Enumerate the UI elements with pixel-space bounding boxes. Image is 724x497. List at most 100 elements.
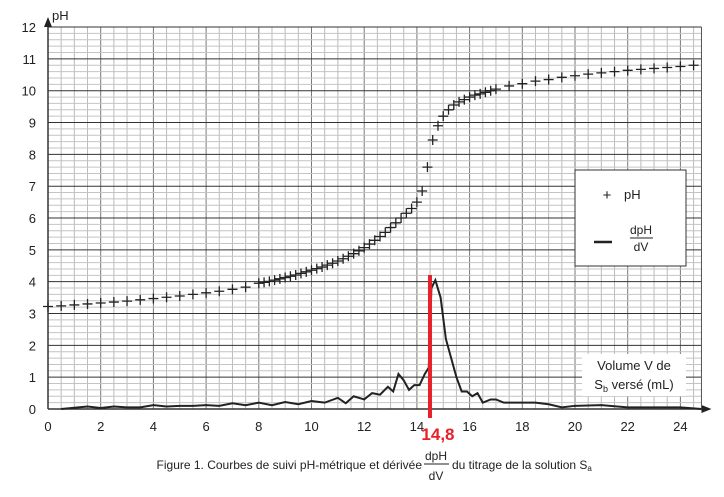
y-tick-label: 5 [29, 243, 36, 258]
y-tick-label: 3 [29, 307, 36, 322]
ph-point [448, 100, 459, 111]
x-tick-label: 0 [44, 419, 51, 434]
ph-point [187, 289, 198, 300]
x-tick-label: 14 [410, 419, 424, 434]
ph-point [69, 299, 80, 310]
x-tick-label: 18 [515, 419, 529, 434]
ph-point [338, 253, 349, 264]
ph-point [622, 65, 633, 76]
ph-point [504, 80, 515, 91]
ph-point [438, 111, 449, 122]
y-tick-label: 9 [29, 116, 36, 131]
y-tick-label: 10 [22, 84, 36, 99]
ph-point [285, 271, 296, 282]
y-tick-label: 4 [29, 275, 36, 290]
ph-point [280, 272, 291, 283]
ph-point [269, 275, 280, 286]
ph-point [427, 135, 438, 146]
legend: + pH dpH dV [574, 169, 687, 267]
y-tick-label: 6 [29, 211, 36, 226]
caption-frac-den: dV [429, 469, 444, 483]
ph-point [485, 85, 496, 96]
ph-point [649, 63, 660, 74]
equivalence-label: 14,8 [421, 425, 454, 444]
ph-point [675, 61, 686, 72]
ph-point [301, 266, 312, 277]
ph-point [343, 251, 354, 262]
y-tick-label: 12 [22, 20, 36, 35]
ph-point [583, 69, 594, 80]
ph-point [259, 277, 270, 288]
ph-point [201, 287, 212, 298]
ph-point [464, 92, 475, 103]
ph-point [459, 94, 470, 105]
ph-point [56, 300, 67, 311]
y-axis-arrow-icon [44, 17, 52, 28]
ph-point [295, 268, 306, 279]
ph-point [369, 235, 380, 246]
ph-point [635, 64, 646, 75]
caption-prefix: Figure 1. Courbes de suivi pH-métrique e… [157, 458, 423, 472]
caption-frac-num: dpH [425, 449, 447, 463]
derivative-line [61, 277, 702, 410]
ph-point [290, 269, 301, 280]
ph-point [82, 298, 93, 309]
ph-point [432, 120, 443, 131]
ph-point [364, 239, 375, 250]
y-tick-label: 0 [29, 402, 36, 417]
ph-point [380, 227, 391, 238]
ph-point [148, 293, 159, 304]
ph-point [422, 162, 433, 173]
grid [47, 26, 702, 410]
ph-point [454, 96, 465, 107]
ph-point [443, 104, 454, 115]
derivative-series [61, 277, 702, 410]
ph-point [688, 60, 699, 71]
y-tick-label: 1 [29, 370, 36, 385]
x-axis-label-line2: Sb versé (mL) [594, 377, 673, 394]
ph-point [43, 301, 53, 312]
ph-point [662, 62, 673, 73]
ph-point [490, 84, 501, 95]
x-axis-arrow-icon [701, 405, 712, 413]
ph-point [469, 90, 480, 101]
equivalence-annotation: 14,8 [421, 275, 455, 444]
ph-point [390, 217, 401, 228]
axes [44, 17, 712, 413]
y-axis-label: pH [52, 8, 69, 23]
ph-point [108, 297, 119, 308]
ph-point [174, 291, 185, 302]
ph-point [517, 78, 528, 89]
y-tick-label: 2 [29, 338, 36, 353]
x-tick-label: 2 [97, 419, 104, 434]
ph-point [135, 294, 146, 305]
ph-point [327, 258, 338, 269]
ph-point [240, 282, 251, 293]
x-tick-label: 22 [620, 419, 634, 434]
ph-point [609, 66, 620, 77]
ph-point [306, 265, 317, 276]
ph-point [311, 263, 322, 274]
caption-suffix: du titrage de la solution Sa [452, 458, 592, 473]
ph-point [417, 185, 428, 196]
ph-point [596, 67, 607, 78]
ph-point [227, 284, 238, 295]
x-tick-label: 24 [673, 419, 687, 434]
ph-point [332, 255, 343, 266]
y-tick-label: 7 [29, 179, 36, 194]
legend-plus-marker-icon: + [603, 187, 612, 204]
ph-point [95, 298, 106, 309]
x-tick-label: 4 [150, 419, 157, 434]
ph-point [480, 87, 491, 98]
legend-deriv-num: dpH [630, 223, 652, 237]
x-axis-label-line1: Volume V de [597, 358, 671, 373]
ph-point [122, 296, 133, 307]
ph-point [543, 74, 554, 85]
ph-point [317, 262, 328, 273]
ph-point [385, 222, 396, 233]
ph-point [475, 88, 486, 99]
ph-point [264, 276, 275, 287]
ph-point [401, 208, 412, 219]
ph-point [411, 197, 422, 208]
legend-deriv-den: dV [634, 240, 649, 254]
